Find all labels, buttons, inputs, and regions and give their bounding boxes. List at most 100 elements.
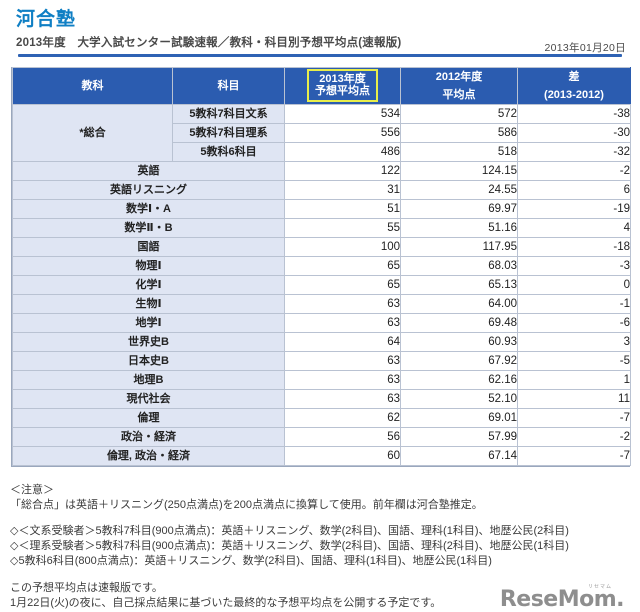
cell-item: 5教科7科目文系 [172,103,285,124]
cell-diff: 3 [517,331,631,352]
cell-previous: 572 [400,103,518,124]
cell-previous: 117.95 [400,236,518,257]
table-row: 5教科7科目理系 556 586 -30 [13,122,631,143]
col-header-previous: 2012年度 平均点 [400,66,518,105]
cell-subject: 数学Ⅰ・A [12,198,285,219]
col-header-diff-line2: (2013-2012) [544,88,604,101]
cell-diff: 11 [517,388,631,409]
table-header-row: 教科 科目 2013年度 予想平均点 2012年度 平均点 差 (2013-20… [12,66,631,105]
cell-subject: 政治・経済 [12,426,285,447]
cell-subject: 地理B [12,369,285,390]
cell-diff: 6 [517,179,631,200]
cell-subject-group: *総合 [12,103,173,162]
cell-subject: 数学Ⅱ・B [12,217,285,238]
cell-diff: -30 [517,122,631,143]
cell-previous: 69.01 [400,407,518,428]
cell-current: 63 [284,293,401,314]
table-row: 世界史B 64 60.93 3 [12,331,631,352]
cell-diff: -18 [517,236,631,257]
col-header-previous-line2: 平均点 [442,88,476,101]
notes-bullet-2: ◇＜理系受験者＞5教科7科目(900点満点)：英語＋リスニング、数学(2科目)、… [10,539,569,552]
table-row: 生物Ⅰ 63 64.00 -1 [12,293,631,314]
cell-diff: -38 [517,103,631,124]
cell-current: 122 [284,160,401,181]
cell-previous: 62.16 [400,369,518,390]
cell-current: 63 [284,388,401,409]
cell-previous: 67.14 [400,445,518,466]
table-header: 教科 科目 2013年度 予想平均点 2012年度 平均点 差 (2013-20… [12,66,631,105]
table-row: 現代社会 63 52.10 11 [12,388,631,409]
cell-subject: 英語 [12,160,285,181]
cell-item: 5教科7科目理系 [172,122,285,143]
cell-previous: 586 [400,122,518,143]
cell-previous: 69.97 [400,198,518,219]
table-row: 英語 122 124.15 -2 [12,160,631,181]
cell-diff: -5 [517,350,631,371]
table-row: 数学Ⅰ・A 51 69.97 -19 [12,198,631,219]
notes-line-1: 「総合点」は英語＋リスニング(250点満点)を200点満点に換算して使用。前年欄… [10,498,483,511]
cell-subject: 化学Ⅰ [12,274,285,295]
cell-diff: -19 [517,198,631,219]
cell-current: 55 [284,217,401,238]
cell-current: 51 [284,198,401,219]
table-row: 地理B 63 62.16 1 [12,369,631,390]
col-header-current-highlight: 2013年度 予想平均点 [307,69,378,103]
cell-subject: 生物Ⅰ [12,293,285,314]
cell-previous: 67.92 [400,350,518,371]
col-header-previous-line1: 2012年度 [435,70,483,83]
cell-previous: 24.55 [400,179,518,200]
col-header-diff: 差 (2013-2012) [517,66,631,105]
cell-diff: -7 [517,445,631,466]
score-table: 教科 科目 2013年度 予想平均点 2012年度 平均点 差 (2013-20… [12,66,631,466]
notes-bullet-3: ◇5教科6科目(800点満点)：英語＋リスニング、数学(2科目)、国語、理科(1… [10,554,492,567]
cell-current: 100 [284,236,401,257]
table-row: 日本史B 63 67.92 -5 [12,350,631,371]
cell-current: 65 [284,274,401,295]
cell-previous: 65.13 [400,274,518,295]
cell-previous: 64.00 [400,293,518,314]
table-row: 倫理 62 69.01 -7 [12,407,631,428]
cell-current: 64 [284,331,401,352]
col-header-item: 科目 [172,66,285,105]
resemom-logo-text: ReseMom. [499,586,625,612]
publish-date: 2013年01月20日 [544,42,626,54]
cell-previous: 51.16 [400,217,518,238]
cell-diff: -7 [517,407,631,428]
cell-current: 556 [284,122,401,143]
cell-diff: -2 [517,426,631,447]
cell-diff: -3 [517,255,631,276]
cell-previous: 52.10 [400,388,518,409]
table-body: *総合 5教科7科目文系 534 572 -38 5教科7科目理系 556 586 -30 5教科… [12,103,631,466]
table-row: 国語 100 117.95 -18 [12,236,631,257]
col-header-current: 2013年度 予想平均点 [284,66,401,105]
header-divider [18,53,622,57]
cell-subject: 物理Ⅰ [12,255,285,276]
cell-previous: 57.99 [400,426,518,447]
cell-current: 56 [284,426,401,447]
cell-current: 486 [284,141,401,162]
cell-previous: 69.48 [400,312,518,333]
cell-current: 62 [284,407,401,428]
table-row: 英語リスニング 31 24.55 6 [12,179,631,200]
cell-diff: -32 [517,141,631,162]
notes-heading: ＜注意＞ [10,483,54,496]
cell-previous: 68.03 [400,255,518,276]
resemom-logo: リセマム ReseMom. [499,583,625,612]
cell-diff: -2 [517,160,631,181]
table-row: 物理Ⅰ 65 68.03 -3 [12,255,631,276]
cell-subject: 世界史B [12,331,285,352]
cell-current: 63 [284,312,401,333]
table-row: 地学Ⅰ 63 69.48 -6 [12,312,631,333]
cell-diff: 4 [517,217,631,238]
col-header-current-line1: 2013年度 [319,73,366,86]
notes-bullet-1: ◇＜文系受験者＞5教科7科目(900点満点)：英語＋リスニング、数学(2科目)、… [10,524,569,537]
cell-item: 5教科6科目 [172,141,285,162]
cell-subject: 日本史B [12,350,285,371]
cell-subject: 現代社会 [12,388,285,409]
footer-area: この予想平均点は速報版です。 1月22日(火)の夜に、自己採点結果に基づいた最終… [0,581,640,612]
cell-current: 534 [284,103,401,124]
cell-diff: -6 [517,312,631,333]
table-row: 化学Ⅰ 65 65.13 0 [12,274,631,295]
cell-subject: 倫理, 政治・経済 [12,445,285,466]
score-table-wrapper: 教科 科目 2013年度 予想平均点 2012年度 平均点 差 (2013-20… [11,66,631,467]
